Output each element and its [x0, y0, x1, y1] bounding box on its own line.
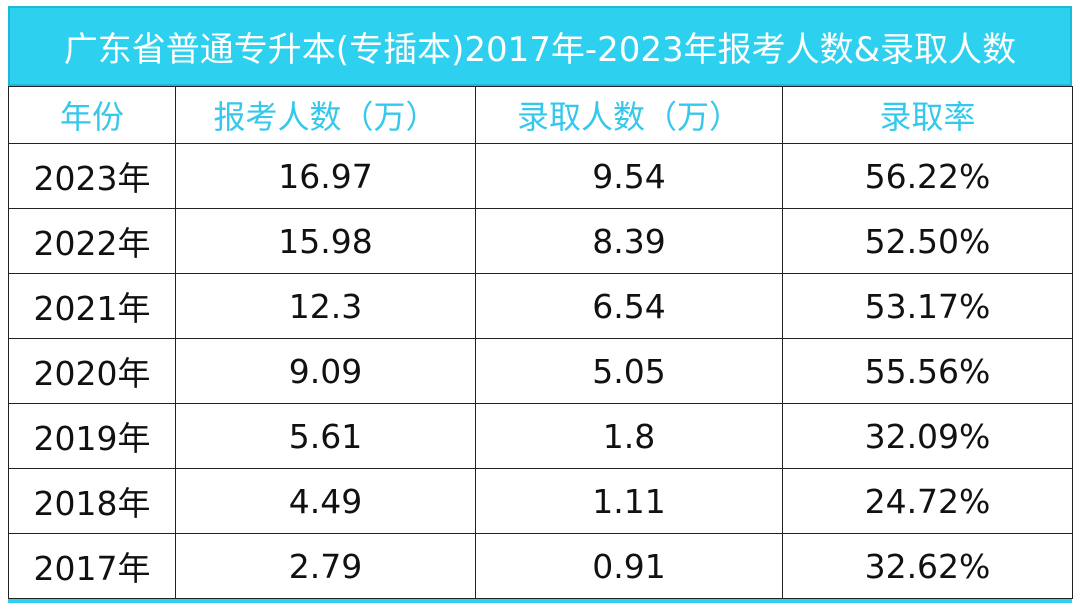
cell-applicants: 4.49	[175, 468, 476, 534]
title-text: 广东省普通专升本(专插本)2017年-2023年报考人数&录取人数	[63, 29, 1017, 70]
header-admission-rate: 录取率	[782, 86, 1073, 144]
cell-admitted: 1.8	[475, 403, 783, 469]
header-row: 年份 报考人数（万） 录取人数（万） 录取率	[8, 86, 1073, 144]
table-row: 2021年 12.3 6.54 53.17%	[8, 273, 1073, 339]
bottom-accent-line	[8, 599, 1072, 603]
cell-year: 2017年	[8, 533, 176, 599]
cell-admitted: 5.05	[475, 338, 783, 404]
cell-applicants: 9.09	[175, 338, 476, 404]
cell-rate: 52.50%	[782, 208, 1073, 274]
header-admitted: 录取人数（万）	[475, 86, 783, 144]
cell-applicants: 16.97	[175, 143, 476, 209]
cell-rate: 53.17%	[782, 273, 1073, 339]
table-row: 2018年 4.49 1.11 24.72%	[8, 468, 1073, 534]
table-row: 2022年 15.98 8.39 52.50%	[8, 208, 1073, 274]
table-row: 2017年 2.79 0.91 32.62%	[8, 533, 1073, 599]
cell-rate: 56.22%	[782, 143, 1073, 209]
cell-admitted: 1.11	[475, 468, 783, 534]
cell-rate: 55.56%	[782, 338, 1073, 404]
table-row: 2020年 9.09 5.05 55.56%	[8, 338, 1073, 404]
cell-year: 2021年	[8, 273, 176, 339]
cell-year: 2018年	[8, 468, 176, 534]
cell-admitted: 9.54	[475, 143, 783, 209]
cell-rate: 32.62%	[782, 533, 1073, 599]
cell-rate: 24.72%	[782, 468, 1073, 534]
cell-admitted: 8.39	[475, 208, 783, 274]
table-row: 2023年 16.97 9.54 56.22%	[8, 143, 1073, 209]
header-year: 年份	[8, 86, 176, 144]
table-title: 广东省普通专升本(专插本)2017年-2023年报考人数&录取人数	[8, 6, 1072, 86]
cell-applicants: 2.79	[175, 533, 476, 599]
cell-applicants: 15.98	[175, 208, 476, 274]
cell-admitted: 0.91	[475, 533, 783, 599]
cell-year: 2022年	[8, 208, 176, 274]
header-applicants: 报考人数（万）	[175, 86, 476, 144]
cell-year: 2023年	[8, 143, 176, 209]
table-row: 2019年 5.61 1.8 32.09%	[8, 403, 1073, 469]
cell-year: 2020年	[8, 338, 176, 404]
cell-applicants: 12.3	[175, 273, 476, 339]
cell-year: 2019年	[8, 403, 176, 469]
cell-applicants: 5.61	[175, 403, 476, 469]
cell-rate: 32.09%	[782, 403, 1073, 469]
cell-admitted: 6.54	[475, 273, 783, 339]
admissions-table: 年份 报考人数（万） 录取人数（万） 录取率 2023年 16.97 9.54 …	[8, 86, 1073, 599]
